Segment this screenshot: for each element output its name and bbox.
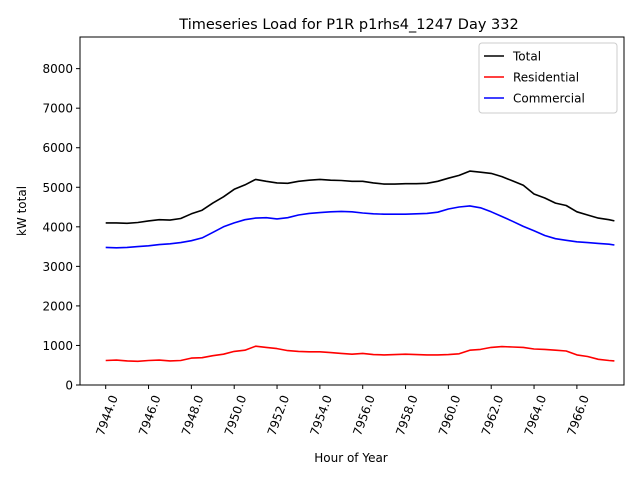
y-axis: 0 1000 2000 3000 4000 5000 6000 7000 8000 [42, 62, 80, 393]
series-line-commercial [105, 205, 615, 249]
y-axis-title: kW total [15, 186, 29, 236]
y-tick-label: 0 [65, 379, 73, 393]
y-tick-label: 4000 [42, 220, 73, 234]
series-line-residential [105, 345, 615, 363]
y-tick-label: 2000 [42, 299, 73, 313]
plot-lines [105, 170, 615, 363]
y-tick-label: 3000 [42, 260, 73, 274]
legend-label-commercial: Commercial [513, 92, 585, 106]
y-tick-label: 8000 [42, 62, 73, 76]
y-tick-label: 5000 [42, 181, 73, 195]
chart-title: Timeseries Load for P1R p1rhs4_1247 Day … [178, 17, 518, 33]
legend-label-residential: Residential [513, 71, 579, 85]
y-tick-label: 6000 [42, 141, 73, 155]
plot-frame [79, 36, 625, 386]
x-axis-title: Hour of Year [314, 451, 388, 465]
legend-label-total: Total [512, 50, 541, 64]
legend-box [478, 42, 618, 114]
series-line-total [105, 170, 615, 225]
legend: Total Residential Commercial [478, 42, 618, 114]
y-tick-label: 1000 [42, 339, 73, 353]
y-tick-label: 7000 [42, 102, 73, 116]
